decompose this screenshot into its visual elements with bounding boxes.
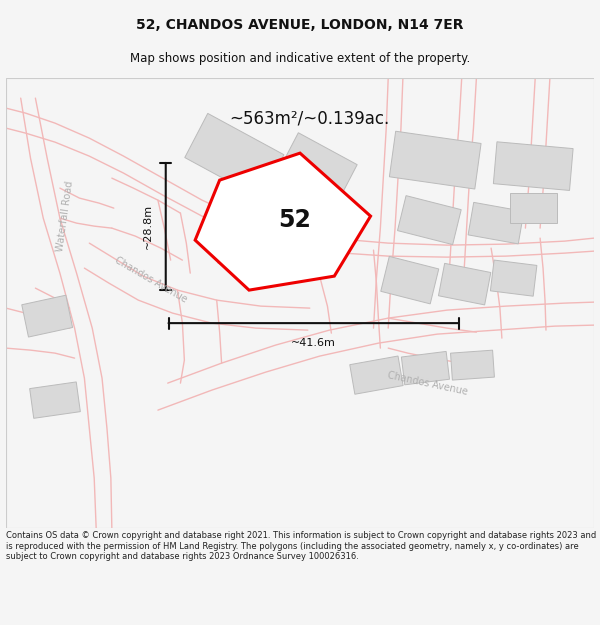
Polygon shape	[218, 228, 284, 284]
Polygon shape	[381, 256, 439, 304]
Text: Chandos Avenue: Chandos Avenue	[113, 256, 189, 305]
Polygon shape	[490, 260, 537, 296]
Polygon shape	[195, 153, 371, 290]
Text: Waterfall Road: Waterfall Road	[55, 180, 75, 252]
Polygon shape	[22, 295, 73, 337]
Polygon shape	[510, 193, 557, 223]
Text: ~41.6m: ~41.6m	[291, 338, 336, 348]
Polygon shape	[185, 113, 284, 199]
Text: 52: 52	[278, 208, 311, 232]
Polygon shape	[29, 382, 80, 418]
Text: Map shows position and indicative extent of the property.: Map shows position and indicative extent…	[130, 52, 470, 65]
Text: ~563m²/~0.139ac.: ~563m²/~0.139ac.	[230, 109, 390, 127]
Polygon shape	[389, 131, 481, 189]
Polygon shape	[278, 132, 357, 204]
Polygon shape	[398, 196, 461, 244]
Polygon shape	[350, 356, 403, 394]
Polygon shape	[439, 263, 491, 305]
Text: ~28.8m: ~28.8m	[143, 204, 153, 249]
Polygon shape	[451, 350, 494, 380]
Polygon shape	[493, 142, 573, 191]
Polygon shape	[401, 351, 449, 385]
Text: 52, CHANDOS AVENUE, LONDON, N14 7ER: 52, CHANDOS AVENUE, LONDON, N14 7ER	[136, 18, 464, 32]
Polygon shape	[468, 202, 524, 244]
Text: Contains OS data © Crown copyright and database right 2021. This information is : Contains OS data © Crown copyright and d…	[6, 531, 596, 561]
Text: Chandos Avenue: Chandos Avenue	[386, 370, 469, 396]
